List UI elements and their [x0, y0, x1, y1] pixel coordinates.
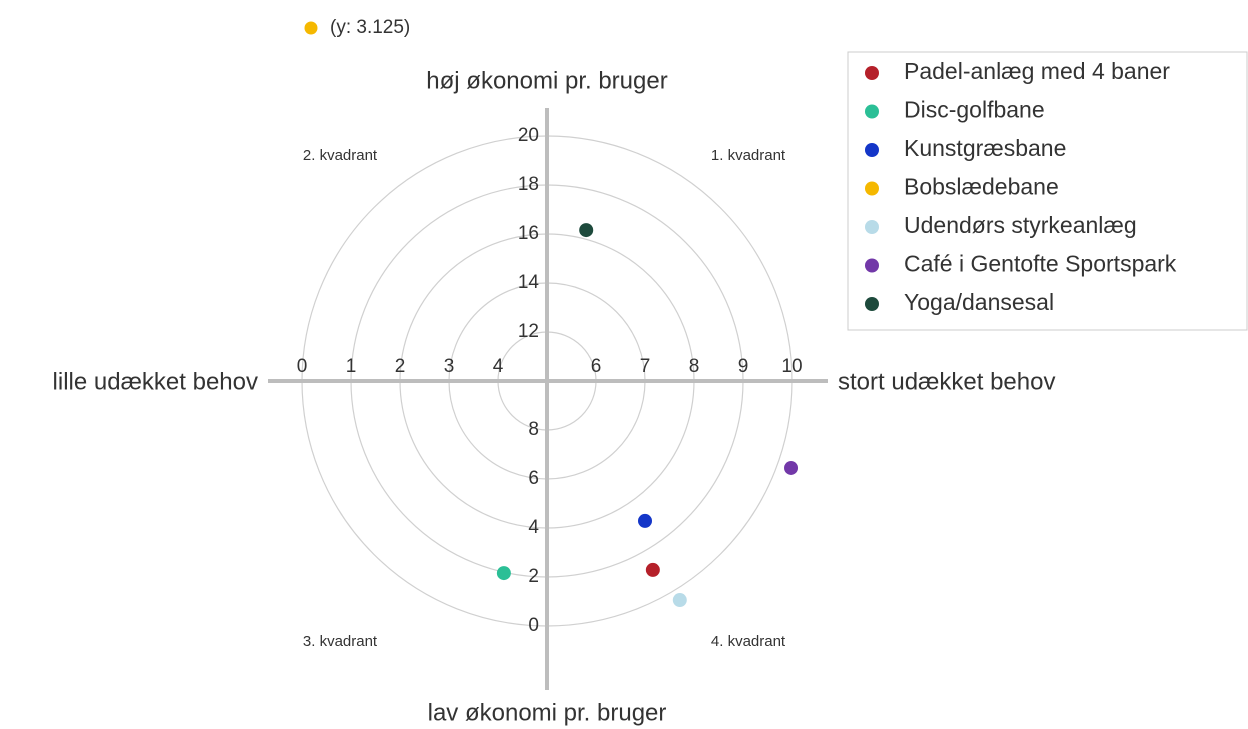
x-tick-label: 8 — [689, 356, 700, 377]
point — [496, 566, 511, 581]
quadrant-label: 2. kvadrant — [303, 147, 378, 164]
x-label-left: lille udækket behov — [53, 368, 258, 395]
y-tick-label: 18 — [518, 174, 539, 195]
point — [672, 593, 687, 608]
x-tick-label: 7 — [640, 356, 651, 377]
x-tick-label: 9 — [738, 356, 749, 377]
annotation: (y: 3.125) — [330, 17, 410, 38]
y-tick-label: 16 — [518, 223, 539, 244]
legend-marker — [865, 143, 879, 157]
x-tick-label: 2 — [395, 356, 406, 377]
y-tick-label: 0 — [528, 615, 539, 636]
y-tick-label: 20 — [518, 125, 539, 146]
legend-marker — [865, 66, 879, 80]
y-label-top: høj økonomi pr. bruger — [426, 67, 667, 94]
legend-label: Yoga/dansesal — [904, 289, 1054, 315]
legend-label: Disc-golfbane — [904, 97, 1045, 123]
legend-marker — [865, 220, 879, 234]
y-tick-label: 8 — [528, 419, 539, 440]
legend-label: Padel-anlæg med 4 baner — [904, 58, 1170, 84]
x-tick-label: 10 — [781, 356, 802, 377]
legend-marker — [865, 104, 879, 119]
y-tick-label: 2 — [528, 566, 539, 587]
x-tick-label: 6 — [591, 356, 602, 377]
legend-label: Udendørs styrkeanlæg — [904, 212, 1137, 238]
y-tick-label: 12 — [518, 321, 539, 342]
annotation-dot — [304, 21, 318, 35]
legend-box — [847, 51, 1248, 331]
point — [784, 460, 799, 475]
point — [579, 223, 594, 238]
x-tick-label: 3 — [444, 356, 455, 377]
point — [645, 562, 660, 577]
quadrant-label: 4. kvadrant — [711, 633, 786, 650]
x-tick-label: 4 — [493, 356, 504, 377]
legend-label: Bobslædebane — [904, 174, 1059, 200]
legend-label: Kunstgræsbane — [904, 135, 1066, 161]
legend-marker — [865, 258, 879, 273]
quadrant-label: 3. kvadrant — [303, 633, 378, 650]
y-tick-label: 14 — [518, 272, 540, 293]
y-tick-label: 4 — [528, 517, 539, 538]
legend-marker — [865, 297, 879, 311]
x-label-right: stort udækket behov — [838, 368, 1055, 395]
quadrant-label: 1. kvadrant — [711, 147, 786, 164]
point — [638, 513, 652, 528]
x-tick-label: 1 — [346, 356, 357, 377]
y-tick-label: 6 — [528, 468, 539, 489]
legend-label: Café i Gentofte Sportspark — [904, 251, 1177, 277]
legend-marker — [865, 181, 879, 196]
y-label-bottom: lav økonomi pr. bruger — [428, 699, 667, 726]
x-tick-label: 0 — [297, 356, 308, 377]
